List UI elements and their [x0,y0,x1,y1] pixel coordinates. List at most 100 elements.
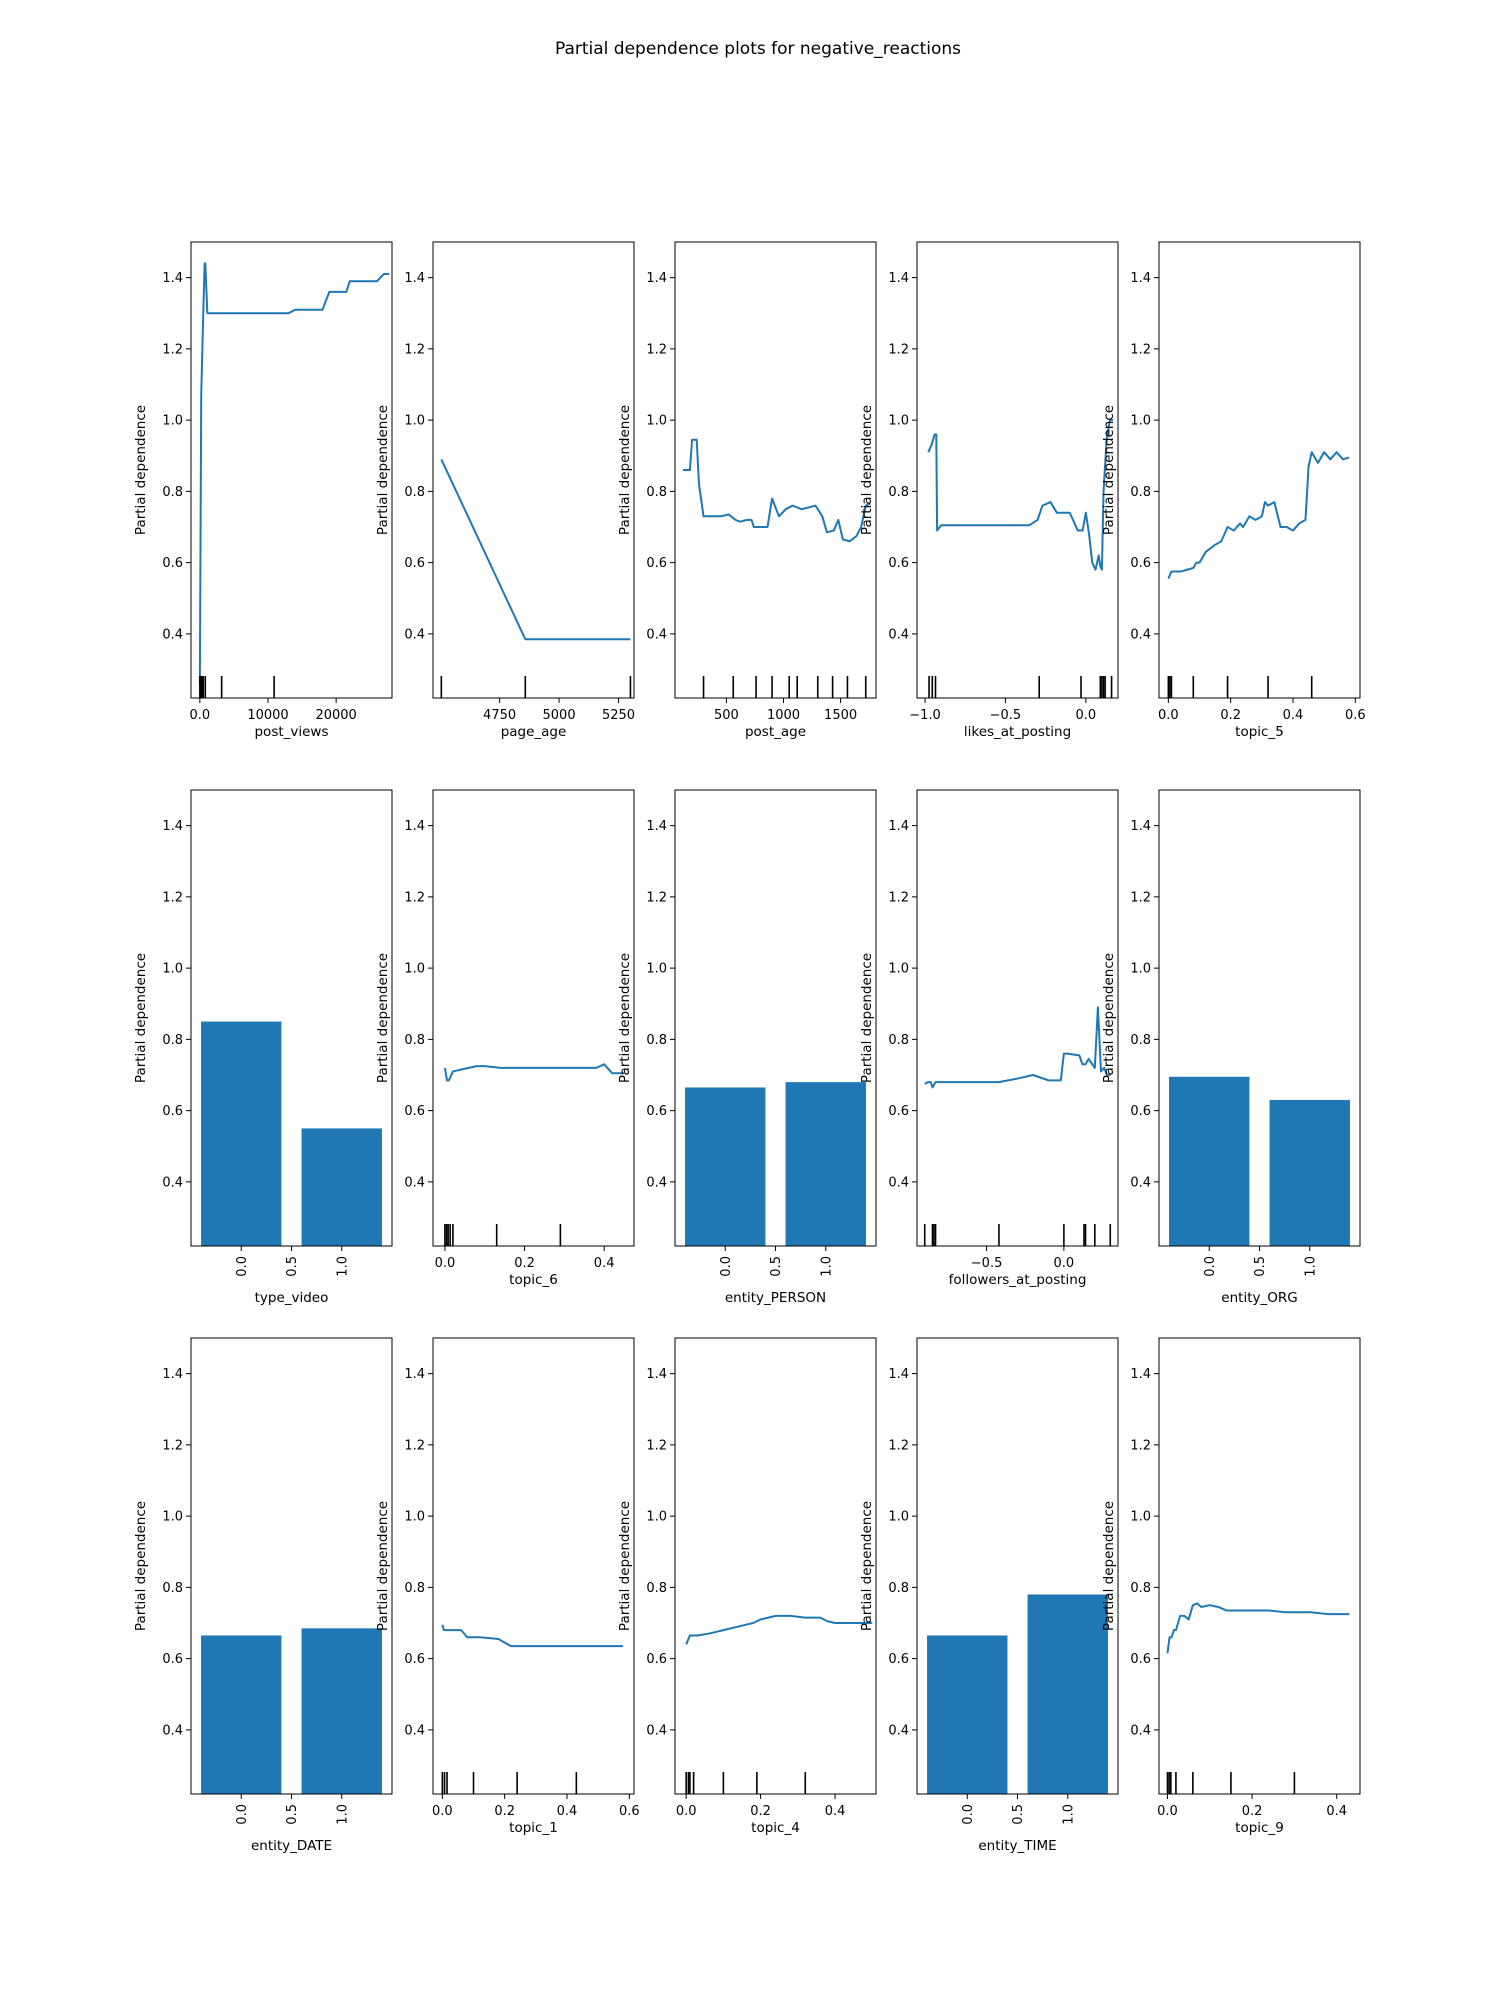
x-tick-label: 0.0 [190,708,211,723]
y-tick-label: 1.4 [646,1367,667,1382]
y-tick-label: 1.2 [888,1438,909,1453]
y-tick-label: 1.0 [404,962,425,977]
y-tick-label: 1.2 [888,890,909,905]
y-tick-label: 0.8 [162,1581,183,1596]
x-tick-label: 500 [714,708,739,723]
bar-0.0 [685,1087,766,1246]
subplot-type_video: 0.4 0.6 0.8 1.0 1.2 1.4 0.0 0.5 1.0 type_video Par… [133,789,393,1306]
x-axis-label: topic_9 [1235,1820,1284,1836]
bar-1.0 [1027,1594,1108,1794]
x-tick-label: 10000 [247,708,288,723]
x-tick-label: 0.0 [432,1804,453,1819]
x-axis-label: topic_5 [1235,724,1284,740]
subplot-page_age: 0.4 0.6 0.8 1.0 1.2 1.4 4750 5000 5250 page_age Pa… [375,241,635,740]
x-tick-label: 4750 [483,708,516,723]
y-tick-label: 1.2 [1130,1438,1151,1453]
y-tick-label: 0.6 [1130,1652,1151,1667]
x-axis-label: likes_at_posting [964,724,1071,740]
bar-1.0 [301,1628,382,1794]
y-tick-label: 0.8 [888,1033,909,1048]
y-tick-label: 1.4 [888,1367,909,1382]
y-tick-label: 0.6 [162,556,183,571]
y-axis-label: Partial dependence [1101,1501,1117,1631]
x-axis-label: followers_at_posting [949,1272,1087,1288]
y-tick-label: 1.2 [404,1438,425,1453]
y-tick-label: 1.0 [162,962,183,977]
x-tick-label: 0.0 [961,1804,976,1825]
subplot-topic_1: 0.4 0.6 0.8 1.0 1.2 1.4 0.0 0.2 0.4 0.6 topic_1 Par… [375,1337,640,1836]
x-axis-label: entity_TIME [978,1838,1056,1854]
x-tick-label: 0.4 [594,1256,615,1271]
y-tick-label: 1.0 [404,1510,425,1525]
y-tick-label: 0.6 [888,556,909,571]
x-axis-label: page_age [501,724,567,740]
y-axis-label: Partial dependence [375,1501,391,1631]
x-tick-label: 1.0 [335,1256,350,1277]
subplot-entity_PERSON: 0.4 0.6 0.8 1.0 1.2 1.4 0.0 0.5 1.0 entity_PERSON… [617,789,877,1306]
axes-frame [190,241,393,699]
y-tick-label: 1.0 [888,414,909,429]
y-tick-label: 0.4 [1130,1175,1151,1190]
x-tick-label: 0.0 [1075,708,1096,723]
y-tick-label: 0.4 [404,1175,425,1190]
y-tick-label: 1.0 [646,1510,667,1525]
subplot-entity_TIME: 0.4 0.6 0.8 1.0 1.2 1.4 0.0 0.5 1.0 entity_TIME Pa… [859,1337,1119,1854]
y-tick-label: 0.8 [1130,485,1151,500]
subplot-topic_4: 0.4 0.6 0.8 1.0 1.2 1.4 0.0 0.2 0.4 topic_4 Partia… [617,1337,877,1836]
y-tick-label: 0.8 [162,1033,183,1048]
bar-0.0 [927,1635,1008,1794]
x-tick-label: 0.4 [1283,708,1304,723]
bar-0.0 [1169,1076,1250,1246]
y-tick-label: 0.8 [888,1581,909,1596]
y-axis-label: Partial dependence [375,953,391,1083]
y-tick-label: 0.4 [162,1723,183,1738]
y-tick-label: 0.6 [162,1104,183,1119]
subplot-followers_at_posting: 0.4 0.6 0.8 1.0 1.2 1.4 −0.5 0.0followers_at_po… [859,789,1119,1288]
x-tick-label: 0.5 [285,1256,300,1277]
y-tick-label: 1.2 [404,890,425,905]
y-tick-label: 1.2 [162,342,183,357]
y-axis-label: Partial dependence [617,953,633,1083]
x-tick-label: −0.5 [990,708,1022,723]
pd-line [1166,1602,1350,1654]
y-tick-label: 0.6 [646,1104,667,1119]
y-tick-label: 1.4 [162,271,183,286]
bar-1.0 [301,1128,382,1246]
y-tick-label: 1.4 [1130,271,1151,286]
pd-line [924,1006,1111,1089]
y-tick-label: 0.4 [1130,1723,1151,1738]
axes-frame [1158,1337,1361,1795]
x-tick-label: 0.0 [435,1256,456,1271]
bar-1.0 [785,1082,866,1246]
y-axis-label: Partial dependence [1101,953,1117,1083]
y-axis-label: Partial dependence [133,953,149,1083]
y-tick-label: 0.4 [404,627,425,642]
y-tick-label: 1.4 [1130,819,1151,834]
subplot-post_views: 0.4 0.6 0.8 1.0 1.2 1.4 0.0 10000 20000post_view… [133,241,393,740]
subplot-entity_ORG: 0.4 0.6 0.8 1.0 1.2 1.4 0.0 0.5 1.0 entity_ORG Par… [1101,789,1361,1306]
y-tick-label: 0.4 [162,1175,183,1190]
x-tick-label: 0.0 [1054,1256,1075,1271]
y-tick-label: 1.2 [162,1438,183,1453]
y-axis-label: Partial dependence [1101,405,1117,535]
x-tick-label: 0.0 [235,1804,250,1825]
y-tick-label: 1.0 [888,1510,909,1525]
y-tick-label: 0.4 [888,627,909,642]
y-tick-label: 0.6 [646,1652,667,1667]
y-tick-label: 0.4 [646,1723,667,1738]
y-tick-label: 1.2 [646,342,667,357]
x-axis-label: topic_4 [751,1820,800,1836]
y-axis-label: Partial dependence [617,1501,633,1631]
subplot-likes_at_posting: 0.4 0.6 0.8 1.0 1.2 1.4 −1.0 −0.5 0.0 likes_at_po… [859,241,1119,740]
y-tick-label: 0.6 [888,1104,909,1119]
y-tick-label: 1.0 [646,414,667,429]
y-tick-label: 1.4 [162,1367,183,1382]
y-tick-label: 0.6 [162,1652,183,1667]
y-tick-label: 1.0 [1130,1510,1151,1525]
pd-line [1167,451,1350,580]
x-tick-label: 5000 [543,708,576,723]
y-tick-label: 1.0 [1130,414,1151,429]
y-tick-label: 0.8 [888,485,909,500]
y-tick-label: 0.6 [404,1652,425,1667]
axes-frame [1158,241,1361,699]
